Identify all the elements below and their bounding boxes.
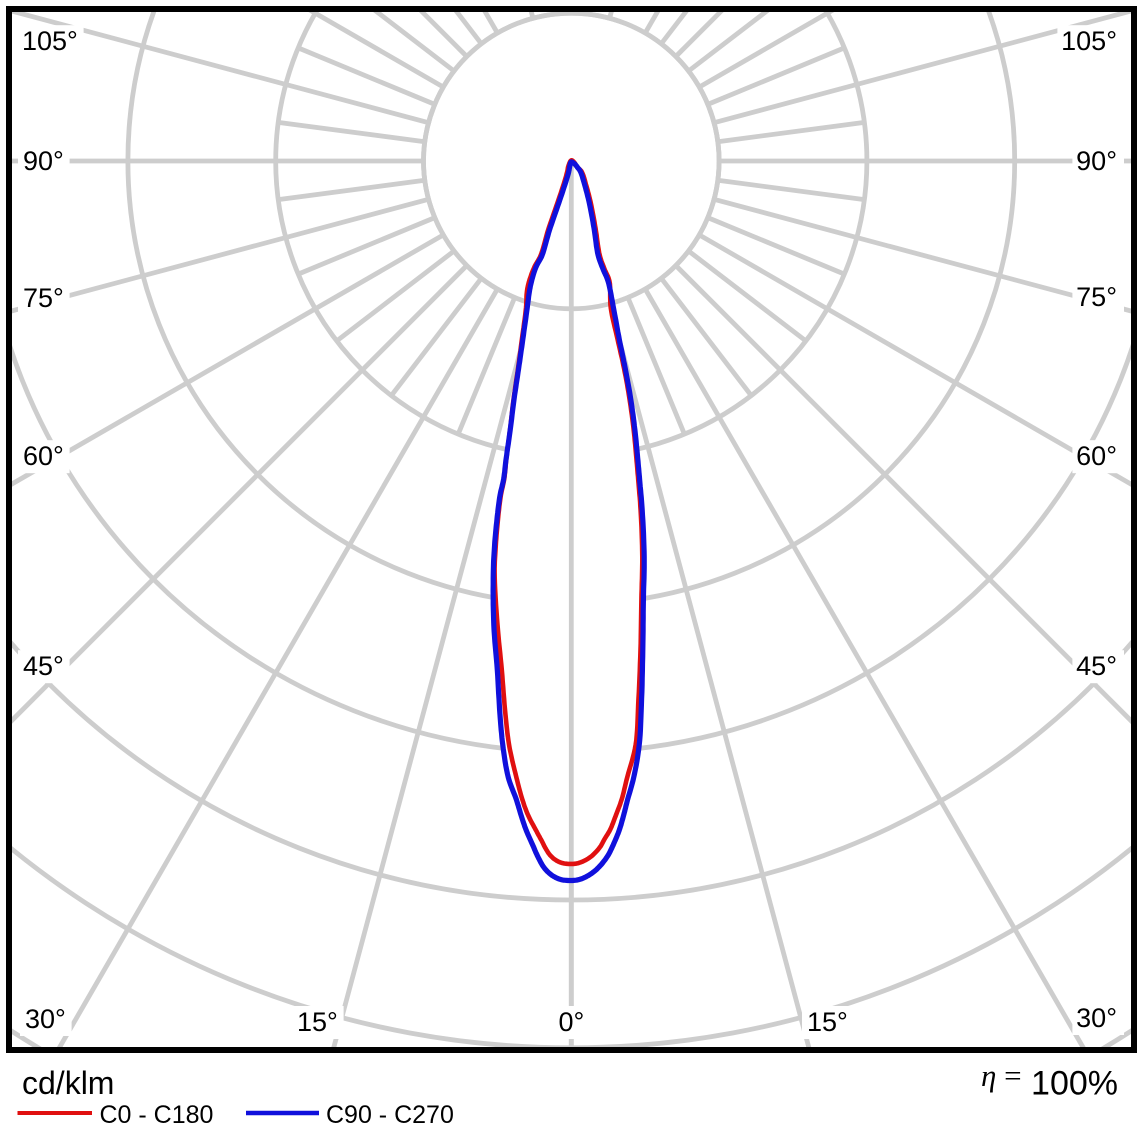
svg-text:90°: 90° [23,146,64,176]
svg-text:C90 - C270: C90 - C270 [326,1101,454,1129]
svg-text:30°: 30° [1076,1003,1117,1033]
svg-text:45°: 45° [23,651,64,681]
svg-text:30°: 30° [25,1004,66,1034]
svg-text:cd/klm: cd/klm [22,1065,114,1101]
svg-text:100%: 100% [1031,1065,1118,1103]
svg-text:15°: 15° [297,1007,338,1037]
svg-text:45°: 45° [1076,651,1117,681]
svg-text:105°: 105° [22,26,78,56]
svg-text:60°: 60° [1076,441,1117,471]
svg-text:60°: 60° [23,441,64,471]
svg-text:0°: 0° [559,1007,585,1037]
svg-text:75°: 75° [1076,282,1117,312]
svg-text:75°: 75° [23,283,64,313]
svg-text:C0 - C180: C0 - C180 [100,1101,214,1129]
svg-text:90°: 90° [1076,146,1117,176]
svg-text:105°: 105° [1061,26,1117,56]
svg-text:η =: η = [981,1058,1022,1093]
svg-text:15°: 15° [807,1007,848,1037]
